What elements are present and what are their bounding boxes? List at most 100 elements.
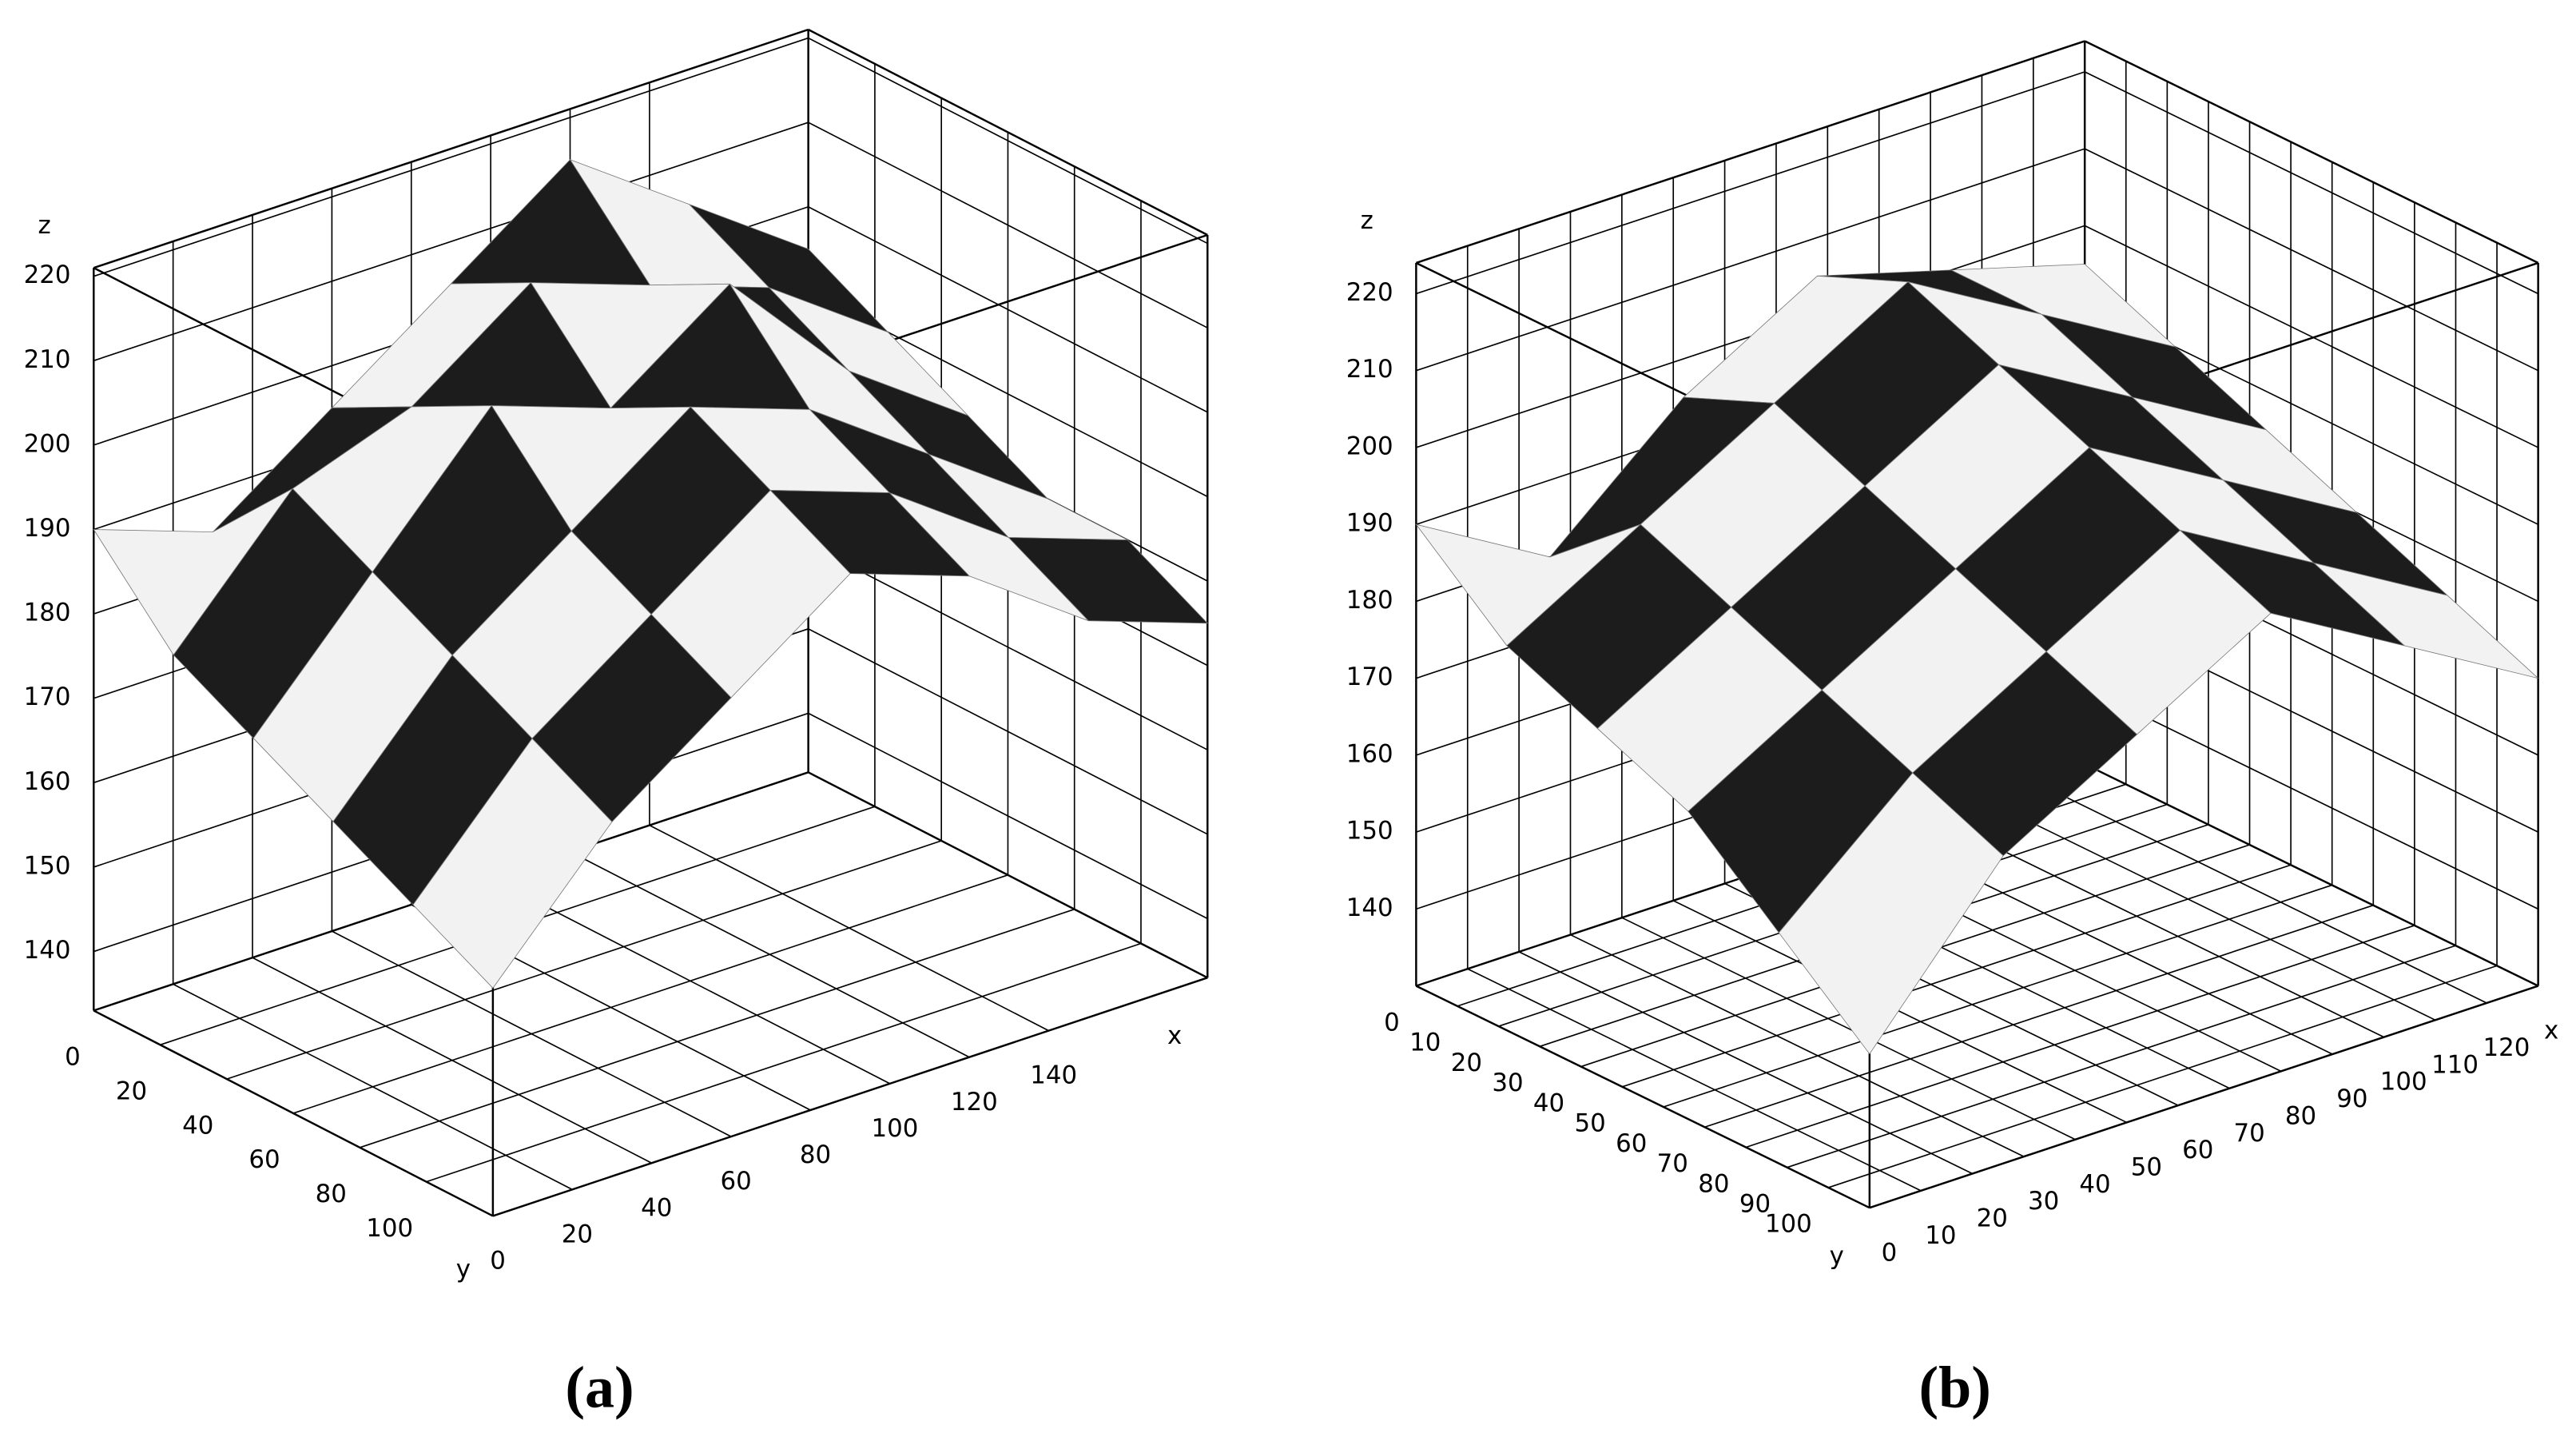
z-tick-label: 180 bbox=[24, 599, 71, 627]
z-tick-label: 140 bbox=[1346, 894, 1393, 922]
x-tick-label: 40 bbox=[641, 1193, 672, 1222]
z-tick-label: 180 bbox=[1346, 586, 1393, 615]
z-tick-label: 210 bbox=[24, 345, 71, 374]
grid-line bbox=[808, 712, 1208, 920]
y-tick-label: 60 bbox=[1616, 1129, 1647, 1158]
grid-line bbox=[1467, 968, 1922, 1192]
grid-line bbox=[2033, 780, 2487, 1004]
x-tick-label: 120 bbox=[2483, 1033, 2530, 1062]
box-edge bbox=[93, 1009, 494, 1217]
grid-line bbox=[1621, 917, 2076, 1140]
y-tick-label: 100 bbox=[366, 1214, 413, 1243]
x-tick-label: 20 bbox=[1977, 1204, 2008, 1233]
y-tick-label: 50 bbox=[1575, 1109, 1606, 1138]
grid-line bbox=[1827, 965, 2498, 1188]
grid-line bbox=[93, 37, 809, 277]
y-tick-label: 20 bbox=[1451, 1049, 1482, 1077]
z-tick-label: 220 bbox=[24, 261, 71, 289]
grid-line bbox=[226, 840, 942, 1080]
x-tick-label: 40 bbox=[2079, 1170, 2110, 1199]
grid-line bbox=[808, 206, 1208, 413]
z-tick-label: 200 bbox=[24, 429, 71, 458]
panel-label: (b) bbox=[1919, 1355, 1991, 1420]
z-tick-label: 190 bbox=[1346, 509, 1393, 538]
grid-line bbox=[2084, 225, 2539, 448]
y-tick-label: 40 bbox=[182, 1111, 213, 1140]
grid-line bbox=[1518, 951, 1973, 1175]
z-tick-label: 160 bbox=[24, 767, 71, 796]
grid-line bbox=[808, 37, 1208, 245]
grid-line bbox=[292, 874, 1008, 1114]
x-tick-label: 100 bbox=[872, 1114, 919, 1143]
x-tick-label: 60 bbox=[2182, 1136, 2213, 1164]
box-edge bbox=[808, 28, 1208, 237]
z-tick-label: 160 bbox=[1346, 739, 1393, 768]
grid-line bbox=[1672, 900, 2128, 1124]
grid-line bbox=[1416, 148, 2085, 372]
grid-line bbox=[1787, 945, 2456, 1168]
y-tick-label: 60 bbox=[248, 1145, 280, 1174]
box-edge bbox=[2084, 40, 2539, 265]
z-axis-label: z bbox=[1361, 206, 1373, 235]
grid-line bbox=[2084, 71, 2539, 295]
x-tick-label: 70 bbox=[2233, 1119, 2264, 1148]
grid-line bbox=[2084, 148, 2539, 372]
y-tick-label: 90 bbox=[1739, 1190, 1771, 1219]
x-tick-label: 120 bbox=[951, 1088, 998, 1117]
grid-line bbox=[2084, 687, 2539, 910]
surface-cell bbox=[1778, 772, 2004, 1055]
grid-line bbox=[426, 942, 1142, 1183]
x-tick-label: 60 bbox=[721, 1167, 752, 1196]
y-tick-label: 100 bbox=[1765, 1210, 1812, 1239]
grid-line bbox=[93, 121, 809, 362]
z-tick-label: 170 bbox=[24, 683, 71, 711]
box-edge bbox=[1415, 985, 1870, 1209]
x-tick-label: 10 bbox=[1925, 1221, 1956, 1250]
x-tick-label: 30 bbox=[2028, 1187, 2059, 1216]
x-axis-label: x bbox=[2544, 1017, 2558, 1045]
y-tick-label: 30 bbox=[1492, 1069, 1523, 1097]
y-axis-label: y bbox=[1830, 1241, 1844, 1270]
panel-label: (a) bbox=[565, 1355, 634, 1420]
z-tick-label: 150 bbox=[1346, 817, 1393, 846]
x-tick-label: 90 bbox=[2336, 1085, 2367, 1113]
box-edge bbox=[492, 977, 1208, 1217]
z-axis-label: z bbox=[38, 211, 50, 240]
z-tick-label: 170 bbox=[1346, 663, 1393, 691]
y-tick-label: 40 bbox=[1533, 1089, 1564, 1117]
x-tick-label: 140 bbox=[1030, 1061, 1077, 1090]
y-tick-label: 70 bbox=[1657, 1149, 1688, 1178]
grid-line bbox=[1704, 904, 2374, 1129]
z-tick-label: 190 bbox=[24, 514, 71, 543]
grid-line bbox=[1416, 71, 2085, 295]
surface-cell bbox=[412, 738, 613, 989]
box-edge bbox=[808, 771, 1208, 979]
z-tick-label: 210 bbox=[1346, 355, 1393, 384]
x-tick-label: 20 bbox=[562, 1220, 593, 1248]
x-tick-label: 0 bbox=[490, 1247, 506, 1276]
y-axis-label: y bbox=[456, 1255, 471, 1284]
x-tick-label: 100 bbox=[2380, 1068, 2427, 1097]
grid-line bbox=[1745, 925, 2415, 1148]
y-tick-label: 0 bbox=[65, 1043, 81, 1072]
x-tick-label: 80 bbox=[800, 1140, 831, 1169]
y-tick-label: 80 bbox=[316, 1180, 347, 1208]
y-tick-label: 0 bbox=[1384, 1008, 1400, 1037]
z-tick-label: 220 bbox=[1346, 278, 1393, 307]
y-tick-label: 20 bbox=[116, 1077, 147, 1105]
z-tick-label: 140 bbox=[24, 936, 71, 965]
grid-line bbox=[360, 908, 1075, 1148]
grid-line bbox=[1622, 864, 2292, 1088]
z-tick-label: 200 bbox=[1346, 432, 1393, 460]
grid-line bbox=[1570, 933, 2025, 1157]
box-edge bbox=[2084, 762, 2539, 987]
grid-line bbox=[1982, 798, 2436, 1021]
x-tick-label: 0 bbox=[1882, 1238, 1898, 1267]
grid-line bbox=[1663, 884, 2332, 1108]
x-tick-label: 80 bbox=[2285, 1101, 2316, 1130]
box-edge bbox=[1415, 40, 2085, 265]
box-edge bbox=[93, 28, 809, 269]
x-tick-label: 110 bbox=[2431, 1050, 2479, 1079]
